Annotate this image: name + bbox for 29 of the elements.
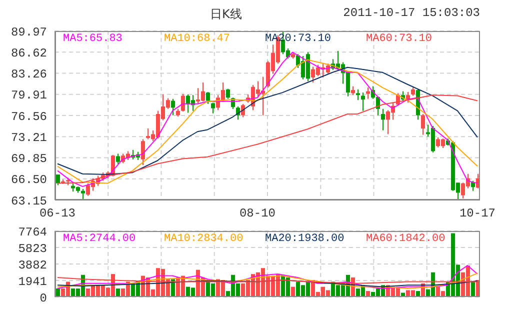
y-tick-label: 79.91 (10, 88, 47, 103)
y-tick-label: 1941 (18, 274, 47, 289)
x-tick-label: 10-17 (459, 206, 496, 221)
y-tick-label: 7764 (18, 225, 47, 240)
text: MA5:65.83 (63, 33, 124, 45)
line-series (57, 265, 478, 289)
line-series (57, 272, 478, 289)
y-tick-label: 66.50 (10, 173, 47, 188)
text: MA20:1938.00 (265, 233, 346, 245)
text: 2011-10-17 15:03:03 (343, 6, 480, 20)
bar (471, 282, 475, 297)
text: MA60:1842.00 (366, 233, 446, 245)
y-tick-label: 69.85 (10, 152, 47, 166)
chart-title: 日K线 (210, 6, 242, 23)
y-tick-label: 5823 (18, 242, 47, 256)
y-tick-label: 83.26 (10, 68, 47, 82)
y-tick-label: 76.56 (10, 110, 47, 124)
y-tick-label: 73.21 (10, 130, 47, 145)
text: MA10:68.47 (164, 33, 232, 45)
y-tick-label: 3882 (18, 258, 47, 272)
y-tick-label: 89.97 (10, 25, 47, 40)
y-tick-label: 86.62 (10, 46, 47, 60)
text: MA5:2744.00 (63, 233, 137, 245)
text: MA10:2834.00 (164, 233, 244, 245)
x-tick-label: 08-10 (239, 206, 276, 221)
y-tick-label: 63.15 (10, 194, 47, 208)
text: MA60:73.10 (366, 33, 434, 45)
x-tick-label: 06-13 (39, 206, 76, 221)
y-tick-label: 0 (40, 291, 47, 306)
